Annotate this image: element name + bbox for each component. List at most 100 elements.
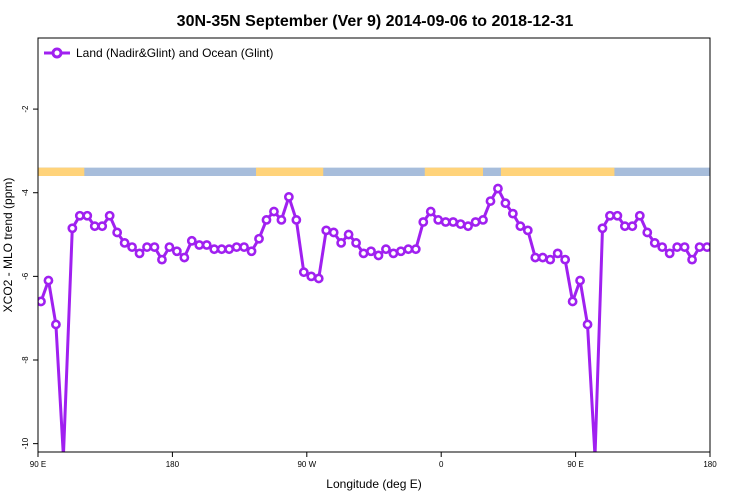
data-point — [448, 217, 459, 227]
data-point — [201, 240, 212, 250]
y-axis-ticks: -10 -8 -6 -4 -2 — [21, 105, 38, 449]
data-point — [463, 221, 473, 232]
data-point — [664, 248, 675, 259]
data-point — [403, 244, 414, 255]
data-point — [216, 244, 227, 255]
data-point — [67, 223, 78, 234]
data-point — [89, 221, 100, 232]
data-point — [186, 235, 197, 246]
data-point — [592, 451, 598, 452]
data-point — [522, 225, 533, 236]
data-point — [239, 242, 249, 252]
data-point — [395, 246, 406, 257]
y-tick-label: -6 — [21, 272, 30, 280]
y-tick-label: -8 — [21, 356, 30, 364]
data-point — [269, 206, 279, 217]
y-tick-label: -4 — [21, 189, 30, 197]
series-group — [38, 183, 710, 452]
data-point — [97, 221, 108, 232]
x-tick-label: 90 E — [567, 460, 583, 469]
data-point — [582, 319, 593, 330]
data-point — [171, 246, 182, 257]
data-point — [388, 248, 399, 259]
data-point — [358, 248, 369, 259]
data-point — [246, 246, 257, 257]
data-point — [231, 242, 242, 252]
data-point — [224, 244, 235, 255]
data-point — [381, 244, 391, 255]
data-point — [410, 244, 421, 255]
data-point — [515, 221, 526, 232]
data-point — [433, 215, 444, 225]
legend-marker — [51, 47, 63, 59]
data-point — [425, 206, 436, 217]
data-point — [694, 242, 705, 252]
data-point — [657, 242, 668, 252]
data-point — [298, 267, 309, 278]
legend-label: Land (Nadir&Glint) and Ocean (Glint) — [76, 46, 273, 60]
x-tick-label: 180 — [703, 460, 717, 469]
data-point — [672, 242, 683, 252]
land-band — [256, 167, 324, 176]
data-point — [366, 246, 376, 257]
data-point — [142, 242, 152, 252]
y-tick-label: -10 — [21, 437, 30, 449]
data-point — [470, 217, 481, 227]
x-axis-label: Longitude (deg E) — [326, 477, 421, 491]
data-point — [43, 275, 54, 286]
data-point — [500, 198, 511, 209]
y-tick-label: -2 — [21, 105, 30, 113]
data-point — [634, 210, 645, 221]
land-band — [38, 167, 85, 176]
x-tick-label: 0 — [439, 460, 444, 469]
data-point — [440, 217, 451, 227]
x-tick-label: 90 W — [297, 460, 316, 469]
data-point — [373, 250, 384, 261]
data-point — [164, 242, 175, 252]
data-point — [545, 254, 556, 265]
data-point — [119, 238, 130, 248]
data-point — [209, 244, 220, 255]
data-point — [283, 192, 294, 202]
data-point — [619, 221, 630, 232]
data-point — [82, 210, 93, 221]
data-point — [455, 219, 466, 229]
data-point — [276, 215, 287, 225]
data-point — [418, 217, 429, 227]
data-point — [60, 451, 66, 452]
data-point — [575, 275, 585, 286]
land-band — [500, 167, 615, 176]
series — [38, 183, 710, 452]
ocean-band — [38, 167, 710, 176]
data-point — [112, 227, 123, 238]
data-point — [567, 296, 578, 307]
data-point — [291, 215, 302, 225]
data-point — [157, 254, 167, 265]
data-point — [642, 227, 653, 238]
data-point — [134, 248, 145, 259]
data-point — [649, 238, 660, 248]
data-point — [104, 210, 115, 221]
data-point — [343, 229, 354, 240]
data-point — [702, 242, 710, 252]
data-point — [51, 319, 61, 330]
plot-frame — [37, 37, 711, 453]
data-point — [351, 238, 361, 248]
data-point — [38, 296, 46, 307]
x-tick-label: 90 E — [30, 460, 46, 469]
data-point — [493, 183, 503, 194]
data-point — [254, 233, 264, 244]
data-point — [179, 252, 190, 263]
data-point — [605, 210, 615, 221]
legend: Land (Nadir&Glint) and Ocean (Glint) — [44, 46, 273, 60]
data-point — [485, 196, 496, 206]
data-point — [530, 252, 541, 263]
data-point — [537, 252, 548, 263]
land-band — [424, 167, 484, 176]
data-point — [687, 254, 697, 265]
data-point — [597, 223, 608, 234]
data-point — [612, 210, 623, 221]
data-point — [336, 238, 347, 248]
data-point — [328, 227, 339, 238]
data-point — [127, 242, 137, 252]
